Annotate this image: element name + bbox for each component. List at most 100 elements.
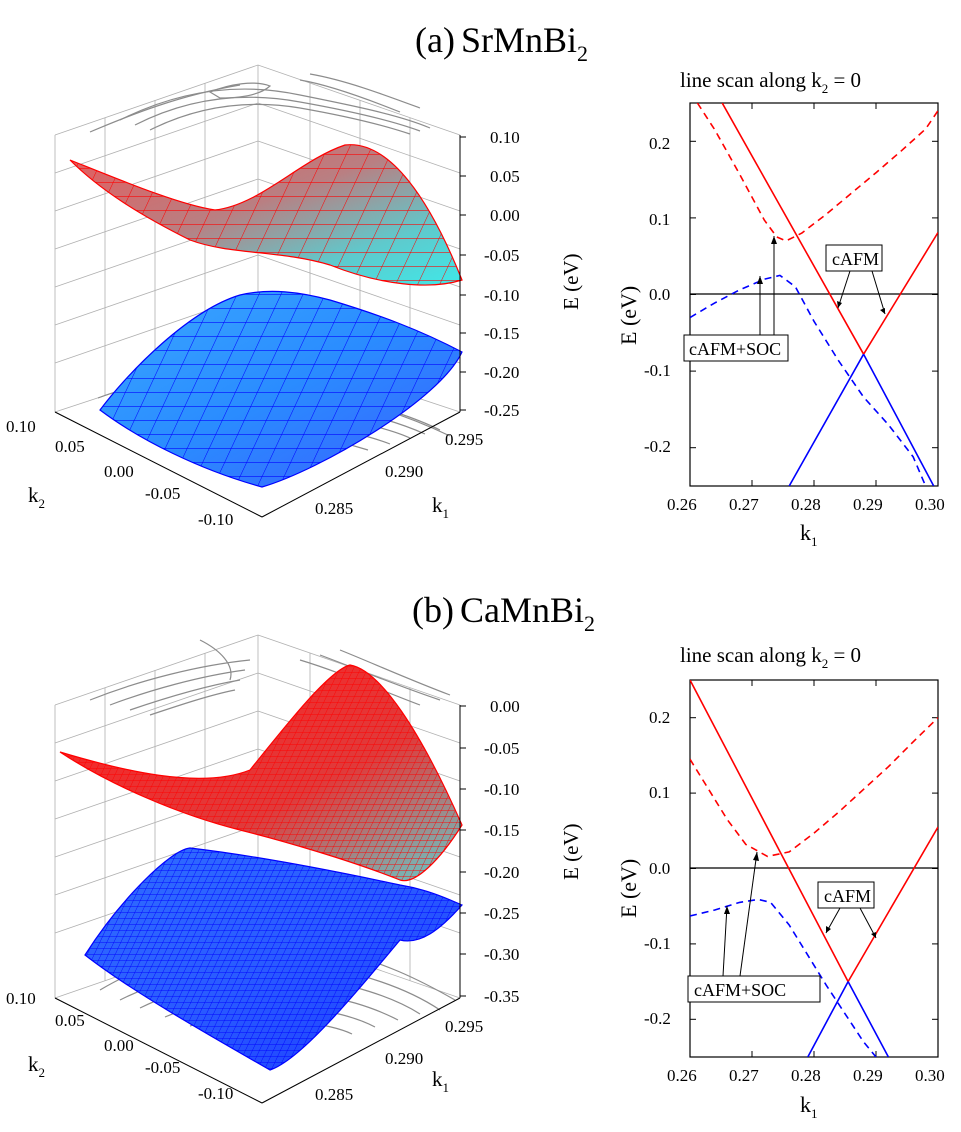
surface-b-z-axis: 0.00 -0.05 -0.10 -0.15 -0.20 -0.25 -0.30…	[459, 697, 583, 1006]
k2-tick: -0.10	[198, 510, 233, 529]
y-tick-label: -0.1	[644, 361, 671, 380]
y-tick-label: 0.0	[649, 285, 670, 304]
surface-a-k2-axis: 0.10 0.05 0.00 -0.05 -0.10 k2	[6, 411, 263, 529]
y-tick-label: 0.0	[649, 859, 670, 878]
line-scan-a-ylabel: E (eV)	[616, 286, 641, 345]
series-line-cafm-soc-valence	[690, 898, 877, 1057]
y-tick-label: -0.2	[644, 437, 671, 456]
x-tick-label: 0.26	[667, 1066, 697, 1085]
y-tick-label: -0.2	[644, 1009, 671, 1028]
x-tick-label: 0.26	[667, 495, 697, 514]
z-tick: 0.10	[490, 128, 520, 147]
annotation-cafm-b: cAFM	[817, 881, 877, 939]
valence-surface-a-mesh	[100, 291, 462, 487]
series-group-a	[690, 103, 938, 486]
z-tick: 0.00	[490, 206, 520, 225]
z-tick: -0.05	[484, 246, 519, 265]
k1-tick: 0.295	[445, 1017, 483, 1036]
surface-b-z-label: E (eV)	[559, 823, 583, 880]
k2-tick: 0.05	[55, 437, 85, 456]
svg-text:cAFM: cAFM	[832, 249, 879, 269]
y-tick-label: -0.1	[644, 934, 671, 953]
k2-tick: 0.05	[55, 1011, 85, 1030]
k1-tick: 0.285	[315, 1085, 353, 1104]
line-scan-b-title: line scan along k2 = 0	[680, 643, 861, 671]
z-tick: -0.10	[484, 286, 519, 305]
k2-tick: 0.00	[104, 1036, 134, 1055]
z-tick: 0.05	[490, 167, 520, 186]
series-line-cafm-valence-rising-	[807, 981, 849, 1057]
series-line-cafm-valence-rising-	[788, 353, 865, 486]
svg-text:cAFM+SOC: cAFM+SOC	[689, 339, 781, 359]
k2-tick: 0.10	[6, 417, 36, 436]
svg-text:cAFM+SOC: cAFM+SOC	[694, 980, 786, 1000]
series-group-b	[690, 680, 938, 1057]
z-tick: -0.15	[484, 821, 519, 840]
k2-tick: -0.05	[145, 484, 180, 503]
z-tick: -0.25	[484, 401, 519, 420]
surface-a-top-contours	[89, 73, 431, 135]
surface-plot-a: 0.10 0.05 0.00 -0.05 -0.10 -0.15 -0.20 -…	[6, 64, 583, 529]
z-tick: -0.20	[484, 363, 519, 382]
line-scan-b-xlabel: k1	[800, 1092, 818, 1121]
z-tick: -0.10	[484, 780, 519, 799]
panel-a: (a) SrMnBi2	[6, 20, 945, 549]
surface-b-k2-axis: 0.10 0.05 0.00 -0.05 -0.10 k2	[6, 989, 263, 1104]
x-tick-label: 0.27	[729, 1066, 759, 1085]
series-line-cafm-soc-valence	[690, 274, 927, 486]
y-tick-labels-a: 0.2 0.1 0.0 -0.1 -0.2	[644, 134, 671, 456]
annotation-soc-a: cAFM+SOC	[683, 236, 789, 362]
z-tick: -0.05	[484, 739, 519, 758]
series-line-cafm-soc-conduction	[690, 717, 938, 858]
surface-plot-b: 0.00 -0.05 -0.10 -0.15 -0.20 -0.25 -0.30…	[6, 634, 583, 1104]
x-tick-label: 0.27	[729, 495, 759, 514]
panel-b-title: (b) CaMnBi2	[412, 590, 595, 636]
z-tick: -0.25	[484, 904, 519, 923]
tick-marks-a	[689, 103, 939, 486]
line-scan-b-ylabel: E (eV)	[616, 859, 641, 918]
z-tick: -0.35	[484, 987, 519, 1006]
line-scan-a: line scan along k2 = 0 0.2 0.1 0.0 -0.1 …	[616, 68, 945, 549]
y-tick-label: 0.2	[649, 134, 670, 153]
svg-text:cAFM: cAFM	[824, 886, 871, 906]
z-tick: -0.30	[484, 945, 519, 964]
surface-a-k2-label: k2	[28, 483, 45, 511]
k1-tick: 0.295	[445, 430, 483, 449]
y-tick-label: 0.1	[649, 783, 670, 802]
surface-a-k1-label: k1	[432, 493, 449, 521]
panel-a-title: (a) SrMnBi2	[415, 20, 588, 66]
k2-tick: 0.10	[6, 989, 36, 1008]
series-line-cafm-valence-falling-	[862, 353, 935, 486]
series-line-cafm-conduction-falling-	[690, 680, 849, 982]
y-tick-labels-b: 0.2 0.1 0.0 -0.1 -0.2	[644, 708, 671, 1028]
x-tick-labels-b: 0.26 0.27 0.28 0.29 0.30	[667, 1066, 945, 1085]
x-tick-label: 0.29	[853, 1066, 883, 1085]
surface-b-k1-axis: 0.295 0.290 0.285 k1	[261, 997, 483, 1104]
x-tick-labels-a: 0.26 0.27 0.28 0.29 0.30	[667, 495, 945, 514]
surface-a-z-label: E (eV)	[559, 253, 583, 310]
y-tick-label: 0.1	[649, 210, 670, 229]
surface-b-k1-label: k1	[432, 1067, 449, 1095]
series-line-cafm-conduction-falling-	[721, 103, 865, 355]
annotation-soc-b: cAFM+SOC	[687, 851, 821, 1003]
surface-b-top-contours	[89, 639, 451, 716]
line-scan-a-xlabel: k1	[800, 520, 818, 549]
x-tick-label: 0.28	[791, 1066, 821, 1085]
z-tick: 0.00	[490, 697, 520, 716]
annotation-cafm-a: cAFM	[825, 244, 886, 315]
conduction-surface-a-mesh	[70, 144, 462, 285]
line-scan-b: line scan along k2 = 0 0.2 0.1 0.0 -0.1 …	[616, 643, 945, 1121]
series-line-cafm-valence-falling-	[847, 981, 890, 1057]
z-tick: -0.15	[484, 324, 519, 343]
x-tick-label: 0.30	[915, 1066, 945, 1085]
k2-tick: -0.10	[198, 1084, 233, 1103]
panel-b: (b) CaMnBi2	[6, 590, 945, 1121]
k1-tick: 0.290	[385, 1049, 423, 1068]
z-tick: -0.20	[484, 863, 519, 882]
valence-surface-b-mesh	[85, 848, 462, 1070]
x-tick-label: 0.28	[791, 495, 821, 514]
surface-a-k1-axis: 0.295 0.290 0.285 k1	[261, 411, 483, 521]
series-line-cafm-conduction-rising-	[847, 826, 938, 983]
k1-tick: 0.285	[315, 499, 353, 518]
